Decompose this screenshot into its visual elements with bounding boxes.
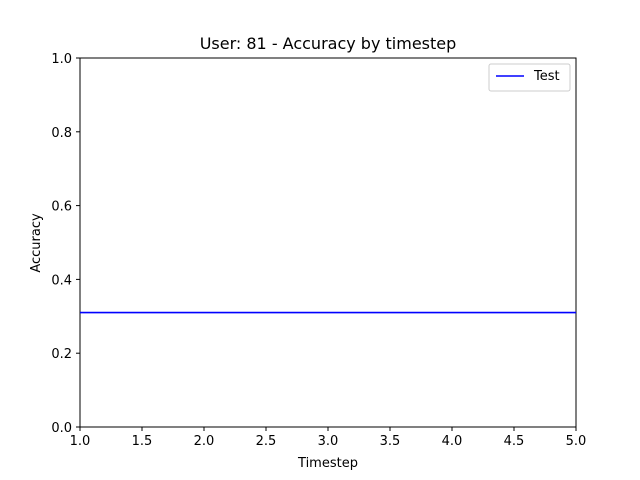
x-tick-label: 2.0 — [194, 434, 215, 449]
y-tick-label: 0.6 — [51, 200, 72, 215]
y-tick-label: 0.0 — [51, 421, 72, 436]
x-tick-label: 1.5 — [132, 434, 153, 449]
x-tick-label: 5.0 — [566, 434, 587, 449]
y-tick-label: 0.4 — [51, 273, 72, 288]
y-tick-label: 1.0 — [51, 52, 72, 67]
x-tick-label: 3.0 — [318, 434, 339, 449]
x-axis-ticks: 1.0 1.5 2.0 2.5 3.0 3.5 4.0 4.5 5.0 — [70, 427, 587, 449]
x-axis-label: Timestep — [297, 456, 358, 471]
legend-label-test: Test — [533, 69, 560, 84]
y-tick-label: 0.2 — [51, 347, 72, 362]
x-tick-label: 2.5 — [256, 434, 277, 449]
legend: Test — [488, 63, 571, 92]
legend-frame — [488, 63, 571, 92]
x-tick-label: 4.0 — [442, 434, 463, 449]
chart-title: User: 81 - Accuracy by timestep — [200, 34, 457, 53]
y-tick-label: 0.8 — [51, 126, 72, 141]
x-tick-label: 3.5 — [380, 434, 401, 449]
x-tick-label: 4.5 — [504, 434, 525, 449]
y-axis-label: Accuracy — [29, 213, 44, 273]
y-axis-ticks: 0.0 0.2 0.4 0.6 0.8 1.0 — [51, 52, 80, 436]
x-tick-label: 1.0 — [70, 434, 91, 449]
